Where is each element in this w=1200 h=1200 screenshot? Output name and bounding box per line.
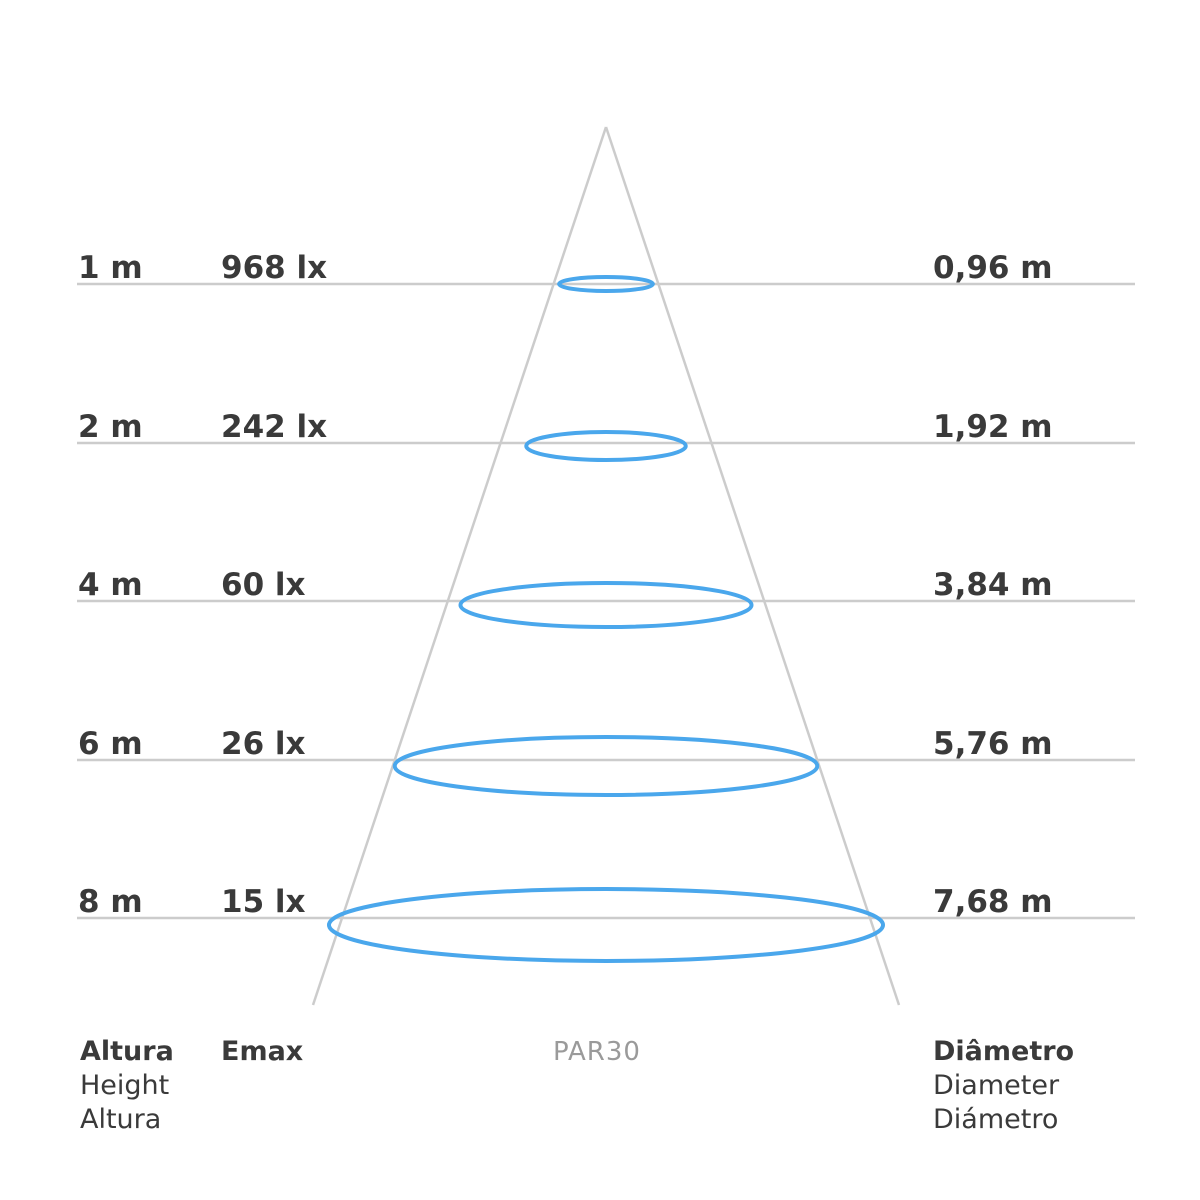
emax-legend: Emax [221,1035,303,1069]
beam-row: 2 m 242 lx 1,92 m [77,409,1135,462]
row-emax: 242 lx [221,409,327,445]
beam-row: 6 m 26 lx 5,76 m [77,726,1135,797]
diameter-legend: Diâmetro Diameter Diámetro [933,1035,1074,1137]
row-emax: 26 lx [221,726,306,762]
cone-right-edge [604,126,901,1006]
row-height: 8 m [78,884,143,920]
beam-cone [311,126,901,1006]
row-height: 1 m [78,250,143,286]
emax-legend-title: Emax [221,1036,304,1067]
row-emax: 15 lx [221,884,306,920]
model-label: PAR30 [553,1037,641,1067]
row-diameter: 0,96 m [933,250,1053,286]
row-diameter: 3,84 m [933,567,1053,603]
row-height: 2 m [78,409,143,445]
diameter-legend-es: Diámetro [933,1104,1059,1135]
diameter-legend-title: Diâmetro [933,1036,1075,1067]
beam-spot-ellipse [392,735,820,797]
row-diameter: 7,68 m [933,884,1053,920]
height-legend: Altura Height Altura [80,1035,174,1137]
row-diameter: 5,76 m [933,726,1053,762]
beam-row: 8 m 15 lx 7,68 m [77,884,1135,963]
row-diameter: 1,92 m [933,409,1053,445]
height-legend-es: Altura [80,1104,162,1135]
beam-spot-ellipse [524,430,688,462]
row-height: 4 m [78,567,143,603]
row-emax: 60 lx [221,567,306,603]
row-height: 6 m [78,726,143,762]
cone-left-edge [311,126,608,1006]
beam-spot-ellipse [557,275,655,293]
beam-rows: 1 m 968 lx 0,96 m 2 m 242 lx 1,92 m 4 m 60 lx 3,… [77,250,1135,963]
beam-spot-ellipse [458,581,754,629]
diameter-legend-en: Diameter [933,1070,1060,1101]
height-legend-en: Height [80,1070,170,1101]
beam-row: 1 m 968 lx 0,96 m [77,250,1135,293]
height-legend-title: Altura [80,1036,174,1067]
beam-row: 4 m 60 lx 3,84 m [77,567,1135,629]
row-emax: 968 lx [221,250,327,286]
beam-spot-ellipse [326,887,886,963]
